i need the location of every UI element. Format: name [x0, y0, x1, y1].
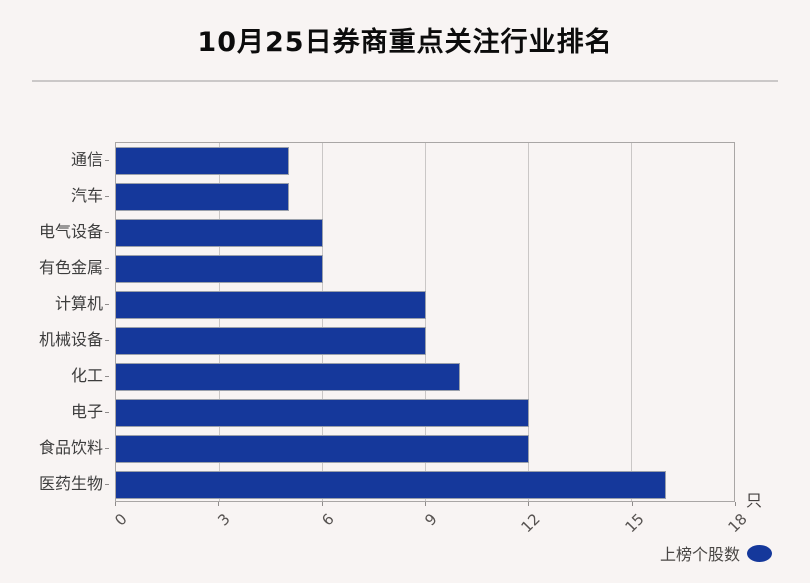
y-label-电子: 电子: [70, 402, 103, 421]
x-tick-mark: [321, 502, 323, 506]
y-label-医药生物: 医药生物: [38, 474, 103, 493]
x-tick-mark: [425, 502, 426, 506]
y-tick-mark: [105, 376, 109, 377]
bar-机械设备: [116, 327, 426, 355]
gridline-x-15: [631, 143, 632, 501]
bar-食品饮料: [116, 435, 529, 463]
x-axis: 0 3 6 9 12 15 18: [111, 502, 751, 542]
bar-row: [116, 323, 734, 359]
y-tick-mark: [105, 232, 109, 233]
y-label-有色金属: 有色金属: [38, 258, 103, 277]
y-tick-mark: [105, 196, 109, 197]
bar-row: [116, 287, 734, 323]
plot-area: [115, 142, 735, 502]
bar-row: [116, 143, 734, 179]
y-tick-mark: [105, 484, 109, 485]
legend-marker-circle-icon: [747, 544, 772, 562]
y-tick-mark: [105, 448, 109, 449]
x-tick-mark: [528, 502, 530, 506]
y-label-电气设备: 电气设备: [38, 222, 103, 241]
legend-label: 上榜个股数: [659, 545, 740, 564]
x-tick-mark: [218, 502, 220, 506]
gridline-x-9: [425, 143, 426, 501]
bar-电子: [116, 399, 529, 427]
bar-row: [116, 215, 734, 251]
y-label-食品饮料: 食品饮料: [38, 438, 103, 457]
y-label-通信: 通信: [70, 150, 103, 169]
y-label-计算机: 计算机: [54, 294, 103, 313]
bar-化工: [116, 363, 461, 391]
x-tick-label-15: 15: [621, 510, 648, 537]
y-axis-labels: 通信汽车电气设备有色金属计算机机械设备化工电子食品饮料医药生物: [0, 142, 109, 502]
x-tick-label-6: 6: [317, 510, 338, 530]
bar-row: [116, 179, 734, 215]
bar-row: [116, 467, 734, 503]
gridline-x-3: [219, 143, 220, 501]
x-tick-label-9: 9: [421, 510, 441, 530]
bar-row: [116, 359, 734, 395]
y-label-化工: 化工: [70, 366, 103, 385]
gridline-x-12: [528, 143, 529, 501]
bar-通信: [116, 147, 289, 175]
y-tick-mark: [105, 340, 109, 341]
y-tick-mark: [105, 304, 109, 305]
bar-计算机: [116, 291, 426, 319]
x-tick-mark: [631, 502, 633, 506]
bar-row: [116, 431, 734, 467]
title-divider: [32, 80, 778, 82]
x-tick-label-3: 3: [214, 510, 235, 530]
bar-row: [116, 251, 734, 287]
x-tick-label-18: 18: [724, 510, 751, 537]
gridline-x-6: [322, 143, 323, 501]
chart-title: 10月25日券商重点关注行业排名: [197, 27, 613, 58]
bar-汽车: [116, 183, 289, 211]
x-tick-mark: [115, 502, 116, 506]
x-tick-label-0: 0: [111, 510, 131, 530]
y-tick-mark: [105, 412, 109, 413]
y-label-汽车: 汽车: [70, 186, 103, 205]
legend: 上榜个股数: [660, 541, 772, 565]
bar-医药生物: [116, 471, 667, 499]
bar-有色金属: [116, 255, 323, 283]
x-axis-unit-label: 只: [746, 491, 763, 510]
bar-电气设备: [116, 219, 323, 247]
y-label-机械设备: 机械设备: [38, 330, 103, 349]
y-tick-mark: [105, 268, 109, 269]
bar-row: [116, 395, 734, 431]
x-tick-label-12: 12: [517, 510, 545, 537]
x-tick-mark: [735, 502, 736, 506]
y-tick-mark: [105, 160, 109, 161]
